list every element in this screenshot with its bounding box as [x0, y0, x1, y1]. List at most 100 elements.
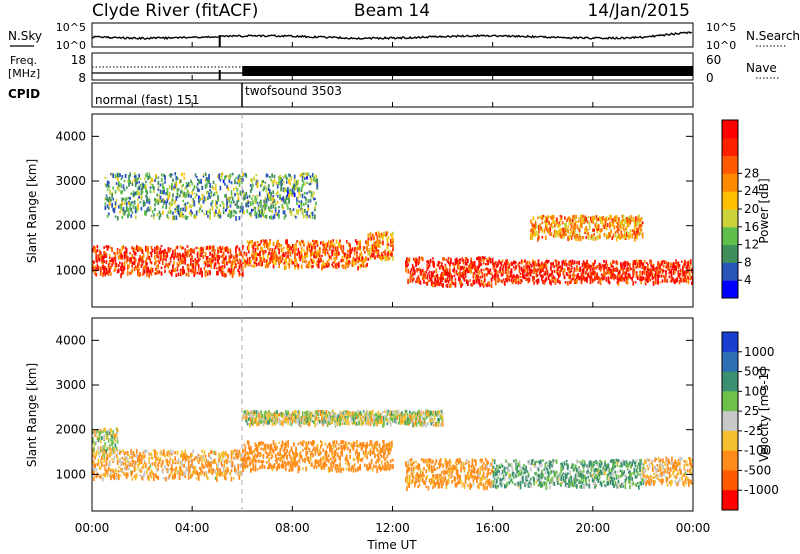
range-gate-cell	[478, 257, 480, 262]
range-gate-cell	[103, 453, 105, 459]
range-gate-cell	[573, 225, 575, 230]
range-gate-cell	[307, 241, 310, 247]
range-gate-cell	[551, 270, 553, 273]
range-gate-cell	[210, 191, 213, 194]
range-gate-cell	[606, 269, 609, 273]
range-gate-cell	[295, 181, 297, 185]
range-gate-cell	[520, 279, 523, 283]
range-gate-cell	[119, 474, 121, 478]
range-gate-cell	[597, 217, 600, 222]
range-gate-cell	[624, 236, 627, 239]
range-gate-cell	[111, 450, 113, 455]
range-gate-cell	[314, 451, 317, 456]
range-gate-cell	[461, 257, 464, 262]
range-gate-cell	[264, 250, 267, 253]
range-gate-cell	[156, 475, 158, 479]
range-gate-cell	[585, 226, 588, 230]
range-gate-cell	[509, 274, 512, 278]
range-gate-cell	[318, 247, 321, 250]
range-gate-cell	[206, 464, 209, 468]
range-gate-cell	[162, 198, 164, 202]
range-gate-cell	[542, 214, 545, 218]
range-gate-cell	[340, 259, 342, 263]
range-gate-cell	[275, 212, 278, 216]
range-gate-cell	[336, 251, 339, 256]
range-gate-cell	[232, 260, 235, 263]
range-gate-cell	[121, 197, 124, 202]
range-gate-cell	[381, 232, 383, 237]
range-gate-cell	[605, 216, 608, 221]
range-gate-cell	[258, 212, 261, 217]
range-gate-cell	[216, 465, 218, 469]
range-gate-cell	[264, 206, 267, 209]
range-gate-cell	[258, 243, 260, 246]
range-gate-cell	[629, 233, 632, 239]
range-gate-cell	[310, 212, 313, 215]
range-gate-cell	[374, 242, 376, 246]
range-gate-cell	[129, 252, 131, 255]
range-gate-cell	[159, 457, 162, 462]
range-gate-cell	[651, 265, 654, 270]
range-gate-cell	[141, 476, 144, 481]
range-gate-cell	[246, 259, 249, 263]
range-gate-cell	[101, 259, 103, 264]
range-gate-cell	[297, 187, 299, 193]
range-gate-cell	[163, 199, 165, 202]
range-gate-cell	[272, 440, 275, 446]
range-gate-cell	[94, 265, 96, 270]
range-gate-cell	[145, 265, 147, 269]
range-gate-cell	[289, 181, 291, 186]
range-gate-cell	[148, 198, 151, 201]
range-gate-cell	[605, 276, 608, 282]
range-gate-cell	[175, 273, 178, 276]
range-gate-cell	[626, 275, 629, 278]
range-gate-cell	[449, 276, 451, 281]
range-gate-cell	[392, 231, 394, 236]
range-gate-cell	[680, 260, 683, 263]
range-gate-cell	[290, 191, 293, 197]
range-gate-cell	[688, 270, 691, 276]
range-gate-cell	[555, 220, 557, 223]
range-gate-cell	[126, 256, 129, 260]
range-gate-cell	[307, 199, 310, 203]
range-gate-cell	[546, 217, 548, 223]
range-gate-cell	[305, 451, 308, 457]
range-gate-cell	[596, 224, 599, 229]
range-gate-cell	[534, 260, 537, 265]
range-gate-cell	[218, 265, 220, 271]
range-gate-cell	[249, 456, 251, 461]
range-gate-cell	[201, 197, 204, 201]
range-gate-cell	[671, 266, 674, 270]
range-gate-cell	[295, 242, 297, 247]
range-gate-cell	[98, 465, 101, 470]
range-gate-cell	[531, 227, 534, 230]
range-gate-cell	[574, 217, 576, 222]
range-gate-cell	[291, 186, 294, 191]
range-gate-cell	[649, 278, 651, 282]
range-gate-cell	[252, 462, 255, 467]
range-gate-cell	[409, 276, 412, 279]
range-gate-cell	[169, 256, 172, 260]
range-gate-cell	[254, 206, 257, 210]
range-gate-cell	[122, 265, 125, 269]
range-gate-cell	[287, 243, 289, 248]
range-gate-cell	[376, 239, 379, 244]
range-gate-cell	[117, 264, 120, 267]
range-gate-cell	[392, 248, 394, 251]
range-gate-cell	[533, 281, 535, 285]
range-gate-cell	[268, 459, 270, 463]
range-gate-cell	[150, 469, 153, 474]
range-gate-cell	[265, 461, 268, 464]
range-gate-cell	[199, 197, 201, 201]
range-gate-cell	[620, 220, 623, 223]
range-gate-cell	[206, 476, 209, 481]
range-gate-cell	[307, 245, 310, 250]
range-gate-cell	[637, 228, 639, 231]
range-gate-cell	[291, 188, 294, 192]
range-gate-cell	[166, 458, 169, 462]
range-gate-cell	[543, 272, 546, 276]
range-gate-cell	[548, 230, 550, 235]
range-gate-cell	[142, 473, 145, 478]
range-gate-cell	[317, 460, 320, 466]
range-gate-cell	[450, 260, 452, 265]
